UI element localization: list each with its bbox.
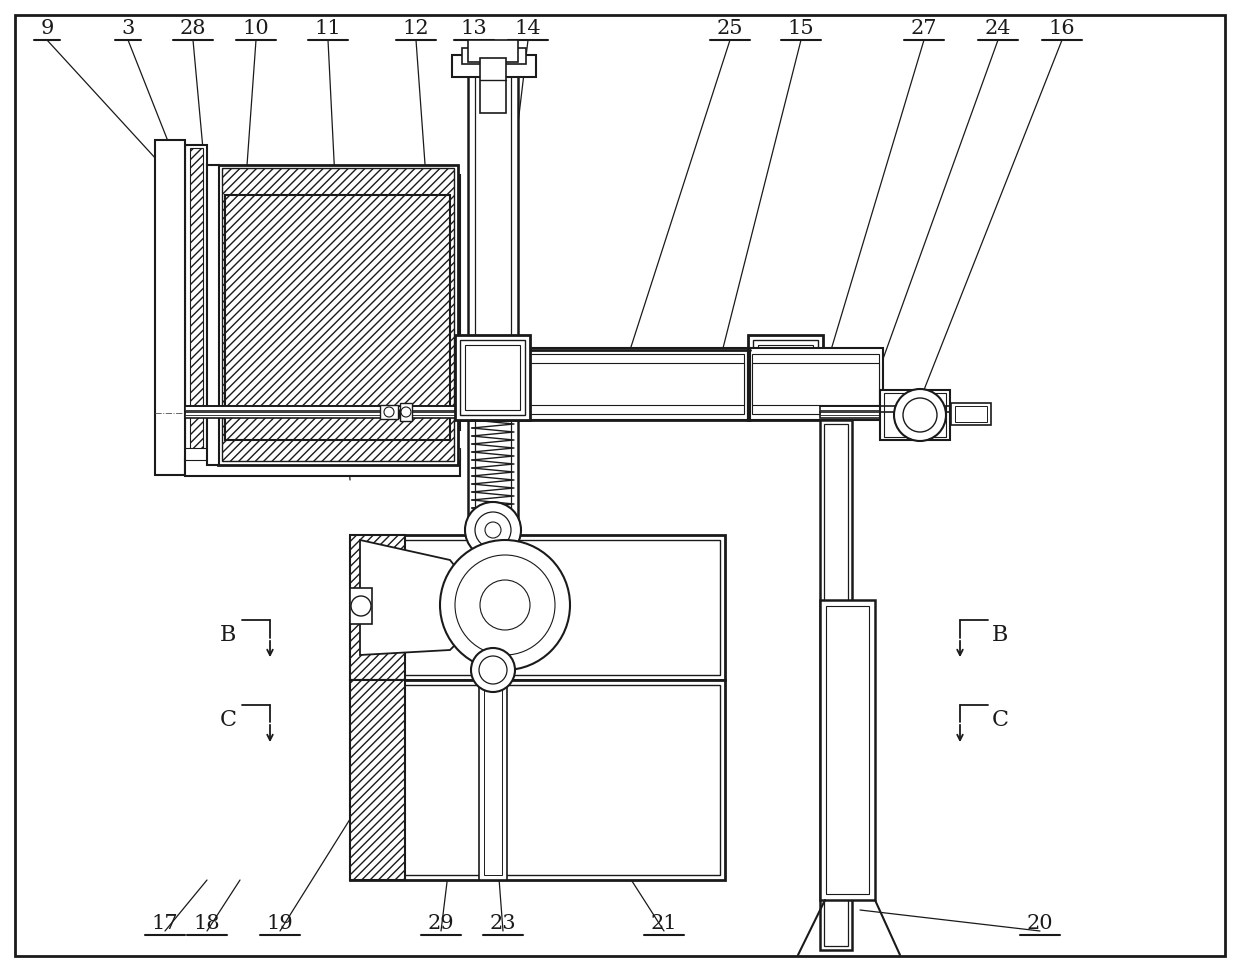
Text: C: C bbox=[992, 709, 1008, 731]
Bar bbox=[185, 406, 460, 418]
Text: 17: 17 bbox=[151, 914, 179, 933]
Circle shape bbox=[480, 580, 529, 630]
Bar bbox=[185, 145, 207, 465]
Text: 25: 25 bbox=[717, 19, 743, 38]
Bar bbox=[825, 424, 848, 946]
Circle shape bbox=[475, 512, 511, 548]
Bar bbox=[748, 348, 883, 420]
Text: 10: 10 bbox=[243, 19, 269, 38]
Text: 24: 24 bbox=[985, 19, 1012, 38]
Circle shape bbox=[465, 502, 521, 558]
Bar bbox=[350, 535, 405, 680]
Text: 27: 27 bbox=[910, 19, 937, 38]
Bar bbox=[185, 458, 460, 476]
Bar bbox=[751, 363, 879, 405]
Bar bbox=[185, 448, 460, 460]
Bar bbox=[758, 345, 813, 410]
Bar bbox=[820, 420, 852, 950]
Bar bbox=[820, 600, 875, 900]
Bar bbox=[826, 606, 869, 894]
Bar bbox=[475, 60, 511, 865]
Text: 13: 13 bbox=[460, 19, 487, 38]
Bar bbox=[480, 58, 506, 113]
Bar bbox=[467, 40, 518, 62]
Bar bbox=[185, 410, 455, 415]
Bar bbox=[479, 680, 507, 880]
Bar bbox=[224, 195, 450, 440]
Bar bbox=[455, 335, 529, 420]
Bar bbox=[222, 168, 454, 461]
Text: 15: 15 bbox=[787, 19, 815, 38]
Text: 29: 29 bbox=[428, 914, 454, 933]
Bar bbox=[955, 406, 987, 422]
Text: B: B bbox=[992, 624, 1008, 646]
Bar bbox=[951, 403, 991, 425]
Circle shape bbox=[479, 656, 507, 684]
Bar bbox=[753, 340, 818, 415]
Bar bbox=[350, 588, 372, 624]
Bar bbox=[224, 175, 460, 430]
Bar bbox=[484, 685, 502, 875]
Bar bbox=[463, 48, 526, 64]
Text: 3: 3 bbox=[122, 19, 135, 38]
Circle shape bbox=[401, 407, 410, 417]
Text: 14: 14 bbox=[515, 19, 542, 38]
Circle shape bbox=[455, 555, 556, 655]
Bar bbox=[820, 406, 965, 418]
Text: 28: 28 bbox=[180, 19, 206, 38]
Bar bbox=[401, 403, 412, 421]
Bar bbox=[190, 148, 203, 462]
Text: C: C bbox=[219, 709, 237, 731]
Text: 20: 20 bbox=[1027, 914, 1053, 933]
Bar bbox=[155, 140, 185, 475]
Bar bbox=[355, 540, 720, 675]
Bar bbox=[465, 345, 520, 410]
Bar bbox=[453, 55, 536, 77]
Bar bbox=[880, 390, 950, 440]
Bar bbox=[463, 354, 744, 414]
Text: 19: 19 bbox=[267, 914, 294, 933]
Text: B: B bbox=[219, 624, 236, 646]
Text: 12: 12 bbox=[403, 19, 429, 38]
Circle shape bbox=[894, 389, 946, 441]
Circle shape bbox=[471, 648, 515, 692]
Circle shape bbox=[384, 407, 394, 417]
Bar bbox=[218, 165, 458, 465]
Bar bbox=[350, 680, 405, 880]
Circle shape bbox=[351, 596, 371, 616]
Text: 9: 9 bbox=[41, 19, 53, 38]
Bar bbox=[467, 55, 518, 870]
Bar bbox=[884, 393, 946, 437]
Bar bbox=[748, 335, 823, 420]
Bar bbox=[458, 348, 748, 420]
Circle shape bbox=[440, 540, 570, 670]
Text: 16: 16 bbox=[1049, 19, 1075, 38]
Text: 23: 23 bbox=[490, 914, 516, 933]
Bar bbox=[463, 363, 744, 405]
Bar bbox=[751, 354, 879, 414]
Bar bbox=[820, 410, 965, 415]
Circle shape bbox=[903, 398, 937, 432]
Text: 21: 21 bbox=[651, 914, 677, 933]
Bar bbox=[460, 340, 525, 415]
Circle shape bbox=[485, 522, 501, 538]
Text: 18: 18 bbox=[193, 914, 221, 933]
Bar bbox=[207, 165, 219, 465]
Bar bbox=[224, 195, 450, 440]
Bar bbox=[350, 680, 725, 880]
Text: 11: 11 bbox=[315, 19, 341, 38]
Bar bbox=[350, 535, 725, 680]
Bar bbox=[379, 405, 398, 419]
Bar bbox=[355, 685, 720, 875]
Polygon shape bbox=[360, 540, 490, 655]
